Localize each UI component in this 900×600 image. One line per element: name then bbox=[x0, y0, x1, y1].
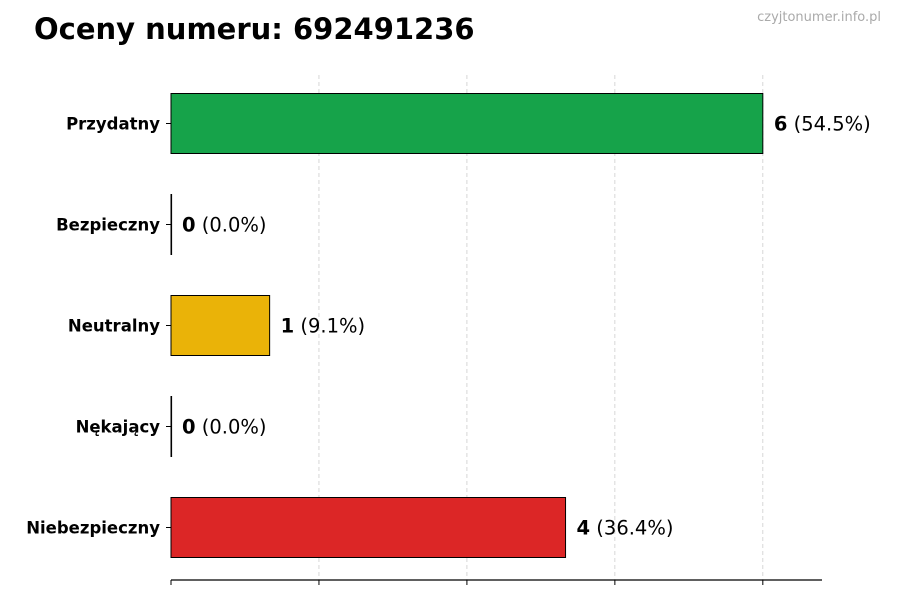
category-label: Bezpieczny bbox=[56, 216, 160, 235]
bar-4 bbox=[170, 497, 567, 558]
value-percent: (0.0%) bbox=[196, 214, 267, 237]
category-label: Przydatny bbox=[66, 115, 160, 134]
category-label: Niebezpieczny bbox=[26, 519, 160, 538]
value-percent: (36.4%) bbox=[590, 517, 673, 540]
category-label: Neutralny bbox=[68, 317, 160, 336]
value-label: 0 (0.0%) bbox=[182, 416, 267, 439]
watermark: czyjtonumer.info.pl bbox=[757, 10, 881, 25]
category-label: Nękający bbox=[76, 418, 161, 437]
value-count: 0 bbox=[182, 214, 196, 237]
value-count: 6 bbox=[774, 113, 788, 136]
bar-1 bbox=[170, 194, 173, 255]
value-label: 0 (0.0%) bbox=[182, 214, 267, 237]
value-label: 6 (54.5%) bbox=[774, 113, 871, 136]
value-count: 4 bbox=[577, 517, 591, 540]
value-label: 1 (9.1%) bbox=[281, 315, 366, 338]
bar-3 bbox=[170, 396, 173, 457]
value-count: 0 bbox=[182, 416, 196, 439]
chart-title: Oceny numeru: 692491236 bbox=[34, 12, 475, 46]
bar-0 bbox=[170, 93, 764, 154]
value-percent: (9.1%) bbox=[294, 315, 365, 338]
value-label: 4 (36.4%) bbox=[577, 517, 674, 540]
value-percent: (0.0%) bbox=[196, 416, 267, 439]
value-percent: (54.5%) bbox=[787, 113, 870, 136]
value-count: 1 bbox=[281, 315, 295, 338]
bar-2 bbox=[170, 295, 271, 356]
